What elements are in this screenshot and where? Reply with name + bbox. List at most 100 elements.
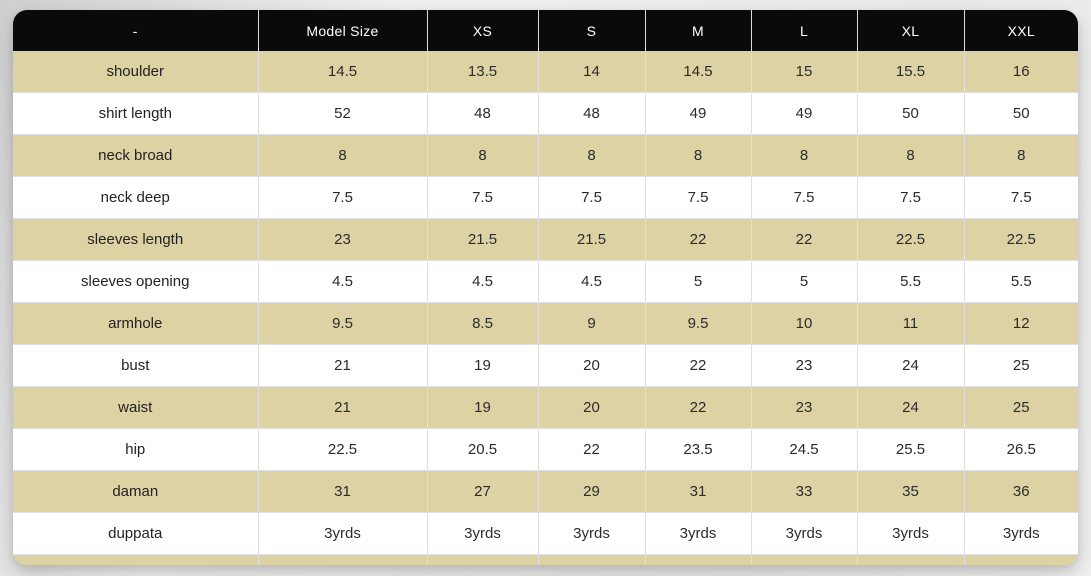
table-body: shoulder 14.5 13.5 14 14.5 15 15.5 16 shirt leng… xyxy=(13,51,1078,565)
partial-cell xyxy=(856,554,965,565)
size-value-cell: 24.5 xyxy=(750,428,858,471)
size-value-cell: 23.5 xyxy=(644,428,752,471)
size-value-cell: 48 xyxy=(537,92,646,135)
size-value-cell: 3yrds xyxy=(257,512,428,555)
size-value-cell: 8 xyxy=(426,134,539,177)
row-label: bust xyxy=(13,344,259,387)
size-value-cell: 22.5 xyxy=(963,218,1078,261)
size-value-cell: 22.5 xyxy=(856,218,965,261)
partial-cell xyxy=(537,554,646,565)
size-value-cell: 7.5 xyxy=(750,176,858,219)
size-value-cell: 22 xyxy=(750,218,858,261)
size-value-cell: 49 xyxy=(644,92,752,135)
size-value-cell: 23 xyxy=(750,344,858,387)
size-chart: - Model Size XS S M L XL XXL shoulder 14.5 13.5 14… xyxy=(13,10,1078,565)
size-value-cell: 5 xyxy=(644,260,752,303)
size-value-cell: 7.5 xyxy=(856,176,965,219)
size-value-cell: 22.5 xyxy=(257,428,428,471)
size-value-cell: 22 xyxy=(644,344,752,387)
size-value-cell: 4.5 xyxy=(257,260,428,303)
size-value-cell: 49 xyxy=(750,92,858,135)
partial-cell xyxy=(750,554,858,565)
table-row: sleeves length 23 21.5 21.5 22 22 22.5 22.5 xyxy=(13,218,1078,261)
size-value-cell: 8 xyxy=(644,134,752,177)
size-value-cell: 36 xyxy=(963,470,1078,513)
partial-cell xyxy=(963,554,1078,565)
size-value-cell: 14.5 xyxy=(644,51,752,93)
size-value-cell: 16 xyxy=(963,51,1078,93)
column-header-xs: XS xyxy=(427,10,539,51)
row-label: daman xyxy=(13,470,259,513)
row-label: armhole xyxy=(13,302,259,345)
size-value-cell: 22 xyxy=(644,218,752,261)
size-value-cell: 19 xyxy=(426,344,539,387)
table-row: neck deep 7.5 7.5 7.5 7.5 7.5 7.5 7.5 xyxy=(13,176,1078,219)
size-value-cell: 8 xyxy=(750,134,858,177)
size-value-cell: 15.5 xyxy=(856,51,965,93)
size-value-cell: 13.5 xyxy=(426,51,539,93)
size-value-cell: 26.5 xyxy=(963,428,1078,471)
size-value-cell: 3yrds xyxy=(426,512,539,555)
header-row: - Model Size XS S M L XL XXL xyxy=(13,10,1078,51)
size-value-cell: 7.5 xyxy=(963,176,1078,219)
size-value-cell: 9.5 xyxy=(257,302,428,345)
size-value-cell: 12 xyxy=(963,302,1078,345)
corner-header: - xyxy=(13,10,259,51)
size-value-cell: 9 xyxy=(537,302,646,345)
partial-row xyxy=(13,554,1078,565)
size-value-cell: 24 xyxy=(856,386,965,429)
table-row: waist 21 19 20 22 23 24 25 xyxy=(13,386,1078,429)
column-header-l: L xyxy=(751,10,858,51)
size-value-cell: 31 xyxy=(257,470,428,513)
size-value-cell: 5.5 xyxy=(856,260,965,303)
size-value-cell: 23 xyxy=(257,218,428,261)
size-value-cell: 23 xyxy=(750,386,858,429)
size-value-cell: 3yrds xyxy=(856,512,965,555)
row-label: neck broad xyxy=(13,134,259,177)
table-row: hip 22.5 20.5 22 23.5 24.5 25.5 26.5 xyxy=(13,428,1078,471)
size-value-cell: 21.5 xyxy=(537,218,646,261)
size-value-cell: 25.5 xyxy=(856,428,965,471)
size-value-cell: 4.5 xyxy=(537,260,646,303)
size-value-cell: 15 xyxy=(750,51,858,93)
size-value-cell: 25 xyxy=(963,344,1078,387)
row-label: waist xyxy=(13,386,259,429)
size-value-cell: 22 xyxy=(537,428,646,471)
size-value-cell: 10 xyxy=(750,302,858,345)
size-value-cell: 4.5 xyxy=(426,260,539,303)
size-value-cell: 3yrds xyxy=(963,512,1078,555)
size-value-cell: 8 xyxy=(537,134,646,177)
table-header: - Model Size XS S M L XL XXL xyxy=(13,10,1078,51)
size-value-cell: 50 xyxy=(856,92,965,135)
table-row: daman 31 27 29 31 33 35 36 xyxy=(13,470,1078,513)
table-row: armhole 9.5 8.5 9 9.5 10 11 12 xyxy=(13,302,1078,345)
row-label: hip xyxy=(13,428,259,471)
size-value-cell: 9.5 xyxy=(644,302,752,345)
row-label: sleeves opening xyxy=(13,260,259,303)
column-header-xxl: XXL xyxy=(964,10,1078,51)
size-value-cell: 5 xyxy=(750,260,858,303)
size-value-cell: 3yrds xyxy=(750,512,858,555)
size-value-cell: 8.5 xyxy=(426,302,539,345)
size-value-cell: 20.5 xyxy=(426,428,539,471)
size-value-cell: 29 xyxy=(537,470,646,513)
table-row: bust 21 19 20 22 23 24 25 xyxy=(13,344,1078,387)
row-label: shirt length xyxy=(13,92,259,135)
size-value-cell: 20 xyxy=(537,344,646,387)
size-chart-table: - Model Size XS S M L XL XXL shoulder 14.5 13.5 14… xyxy=(13,10,1078,565)
size-value-cell: 14.5 xyxy=(257,51,428,93)
size-value-cell: 7.5 xyxy=(644,176,752,219)
table-row: shirt length 52 48 48 49 49 50 50 xyxy=(13,92,1078,135)
size-value-cell: 33 xyxy=(750,470,858,513)
size-value-cell: 8 xyxy=(963,134,1078,177)
size-value-cell: 5.5 xyxy=(963,260,1078,303)
size-value-cell: 7.5 xyxy=(257,176,428,219)
size-value-cell: 20 xyxy=(537,386,646,429)
partial-cell xyxy=(257,554,428,565)
partial-cell xyxy=(426,554,539,565)
size-value-cell: 22 xyxy=(644,386,752,429)
row-label: shoulder xyxy=(13,51,259,93)
partial-cell xyxy=(644,554,752,565)
size-value-cell: 21.5 xyxy=(426,218,539,261)
size-value-cell: 52 xyxy=(257,92,428,135)
